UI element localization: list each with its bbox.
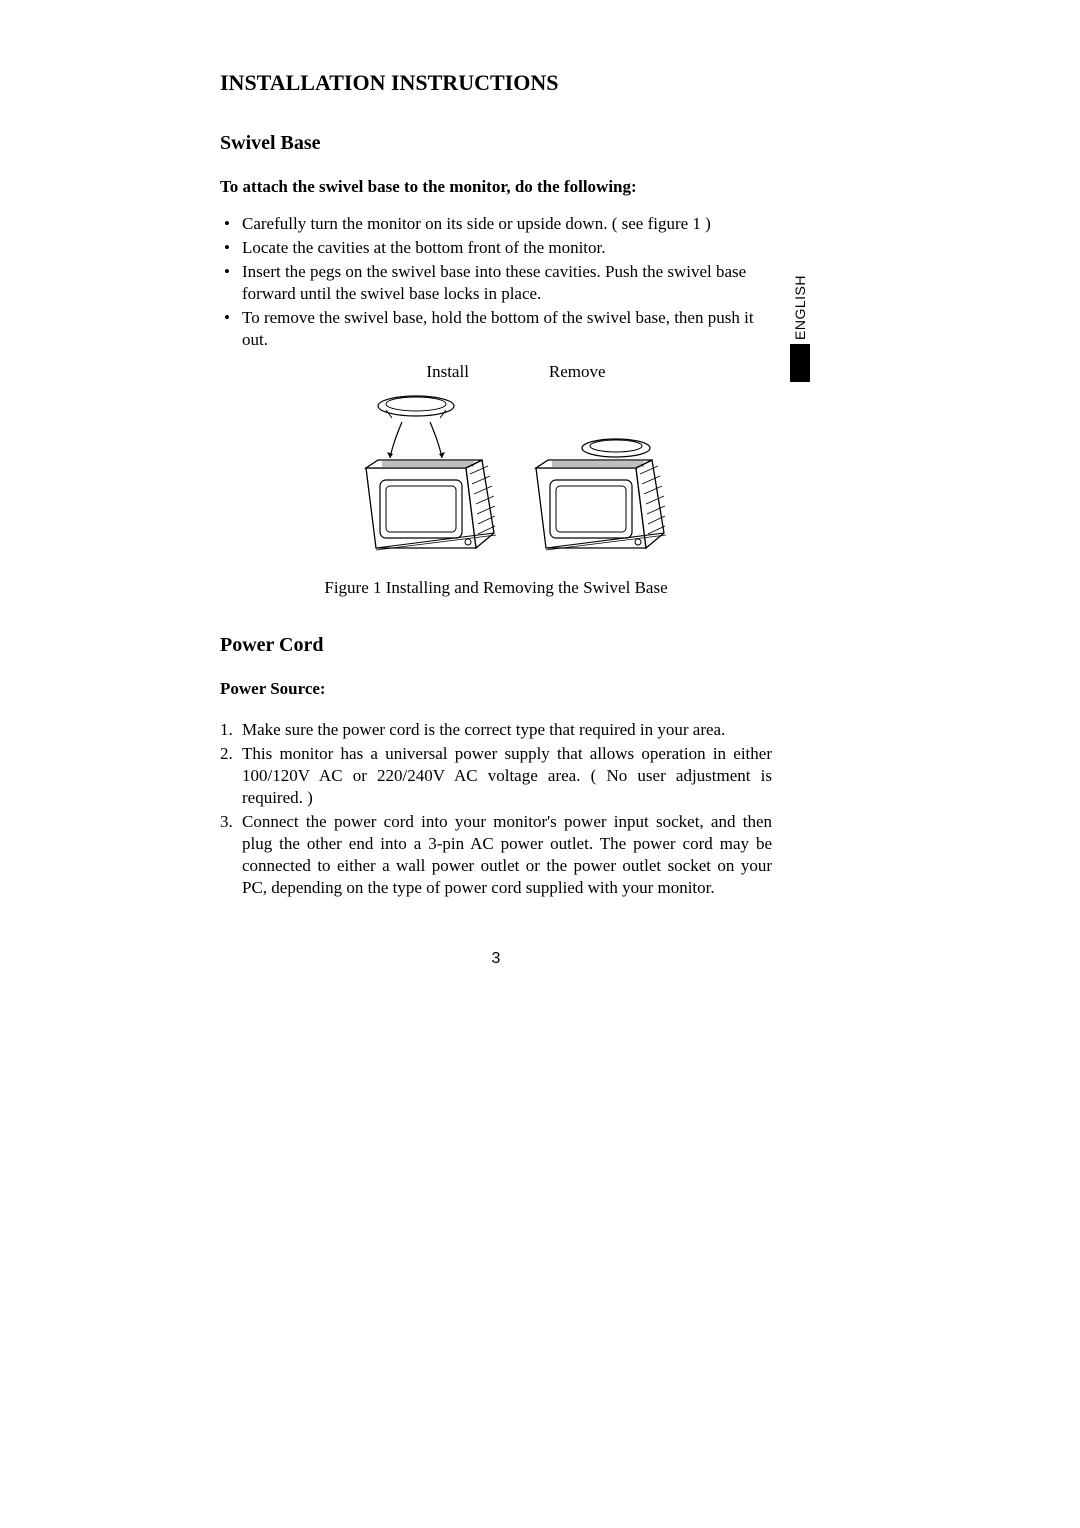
power-source-subheading: Power Source: <box>220 679 772 699</box>
swivel-bullet-list: Carefully turn the monitor on its side o… <box>220 213 772 352</box>
language-label: ENGLISH <box>792 275 808 340</box>
list-item: Make sure the power cord is the correct … <box>220 719 772 741</box>
list-item: Locate the cavities at the bottom front … <box>220 237 772 259</box>
swivel-intro: To attach the swivel base to the monitor… <box>220 177 772 197</box>
language-tab-marker <box>790 344 810 382</box>
list-item: Carefully turn the monitor on its side o… <box>220 213 772 235</box>
figure-label-remove: Remove <box>549 362 606 382</box>
document-page: INSTALLATION INSTRUCTIONS Swivel Base To… <box>220 70 772 901</box>
section-heading-power: Power Cord <box>220 634 772 657</box>
figure-label-install: Install <box>426 362 469 382</box>
figure-1: Install Remove <box>220 362 772 598</box>
figure-labels: Install Remove <box>220 362 772 382</box>
language-tab: ENGLISH <box>790 275 810 382</box>
section-heading-swivel: Swivel Base <box>220 132 772 155</box>
figure-caption: Figure 1 Installing and Removing the Swi… <box>220 578 772 598</box>
page-number: 3 <box>220 950 772 968</box>
list-item: Connect the power cord into your monitor… <box>220 811 772 899</box>
power-numbered-list: Make sure the power cord is the correct … <box>220 719 772 900</box>
list-item: Insert the pegs on the swivel base into … <box>220 261 772 305</box>
list-item: This monitor has a universal power suppl… <box>220 743 772 809</box>
page-title: INSTALLATION INSTRUCTIONS <box>220 70 772 96</box>
figure-diagram <box>316 388 676 568</box>
list-item: To remove the swivel base, hold the bott… <box>220 307 772 351</box>
